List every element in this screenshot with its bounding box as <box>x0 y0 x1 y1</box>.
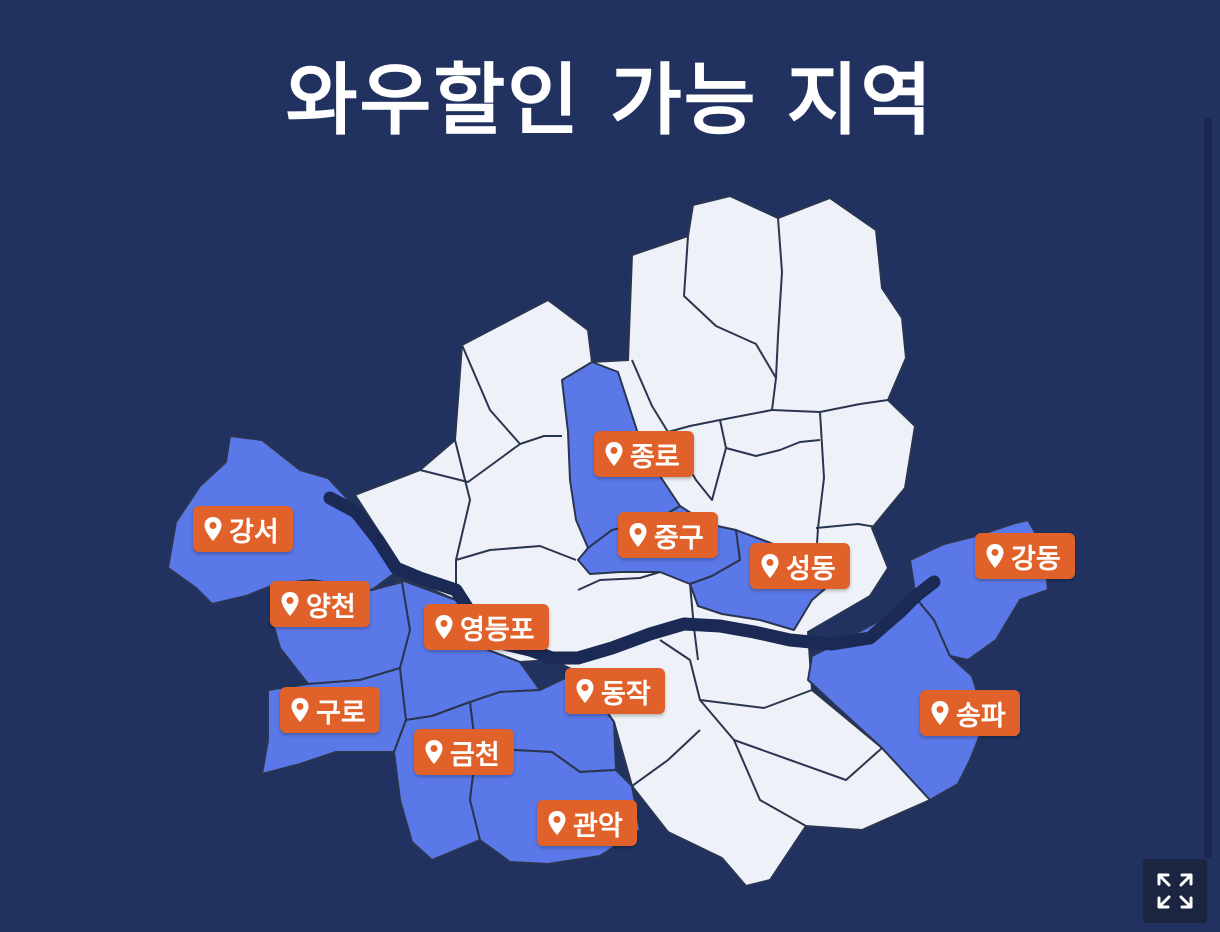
district-label-jongno[interactable]: 종로 <box>594 431 694 477</box>
district-label-gangseo[interactable]: 강서 <box>193 506 293 552</box>
district-label-text: 금천 <box>450 739 500 771</box>
location-pin-icon <box>576 679 594 703</box>
district-geumcheon <box>393 701 481 861</box>
location-pin-icon <box>986 544 1004 568</box>
district-label-junggu[interactable]: 중구 <box>618 512 718 558</box>
district-label-text: 중구 <box>654 522 704 554</box>
district-label-text: 구로 <box>316 697 366 729</box>
district-label-text: 성동 <box>786 553 836 585</box>
location-pin-icon <box>425 740 443 764</box>
location-pin-icon <box>291 698 309 722</box>
district-label-guro[interactable]: 구로 <box>280 687 380 733</box>
location-pin-icon <box>548 811 566 835</box>
district-label-text: 송파 <box>956 700 1006 732</box>
district-label-gangdong[interactable]: 강동 <box>975 533 1075 579</box>
district-label-yeongdeungpo[interactable]: 영등포 <box>424 604 549 650</box>
location-pin-icon <box>761 554 779 578</box>
location-pin-icon <box>435 615 453 639</box>
expand-button[interactable] <box>1143 859 1207 923</box>
district-label-text: 영등포 <box>460 614 535 646</box>
district-label-text: 동작 <box>601 678 651 710</box>
district-label-seongdong[interactable]: 성동 <box>750 543 850 589</box>
page-title: 와우할인 가능 지역 <box>285 56 935 146</box>
district-label-gwanak[interactable]: 관악 <box>537 800 637 846</box>
district-label-geumcheon[interactable]: 금천 <box>414 729 514 775</box>
district-label-yangcheon[interactable]: 양천 <box>270 581 370 627</box>
district-label-text: 양천 <box>306 591 356 623</box>
scrollbar[interactable] <box>1204 118 1212 858</box>
han-river <box>323 491 941 665</box>
district-label-songpa[interactable]: 송파 <box>920 690 1020 736</box>
district-label-text: 강서 <box>229 516 279 548</box>
location-pin-icon <box>629 523 647 547</box>
district-label-text: 종로 <box>630 441 680 473</box>
location-pin-icon <box>605 442 623 466</box>
district-label-dongjak[interactable]: 동작 <box>565 668 665 714</box>
district-label-text: 관악 <box>573 810 623 842</box>
location-pin-icon <box>931 701 949 725</box>
location-pin-icon <box>281 592 299 616</box>
district-label-text: 강동 <box>1011 543 1061 575</box>
expand-icon <box>1157 873 1193 909</box>
location-pin-icon <box>204 517 222 541</box>
